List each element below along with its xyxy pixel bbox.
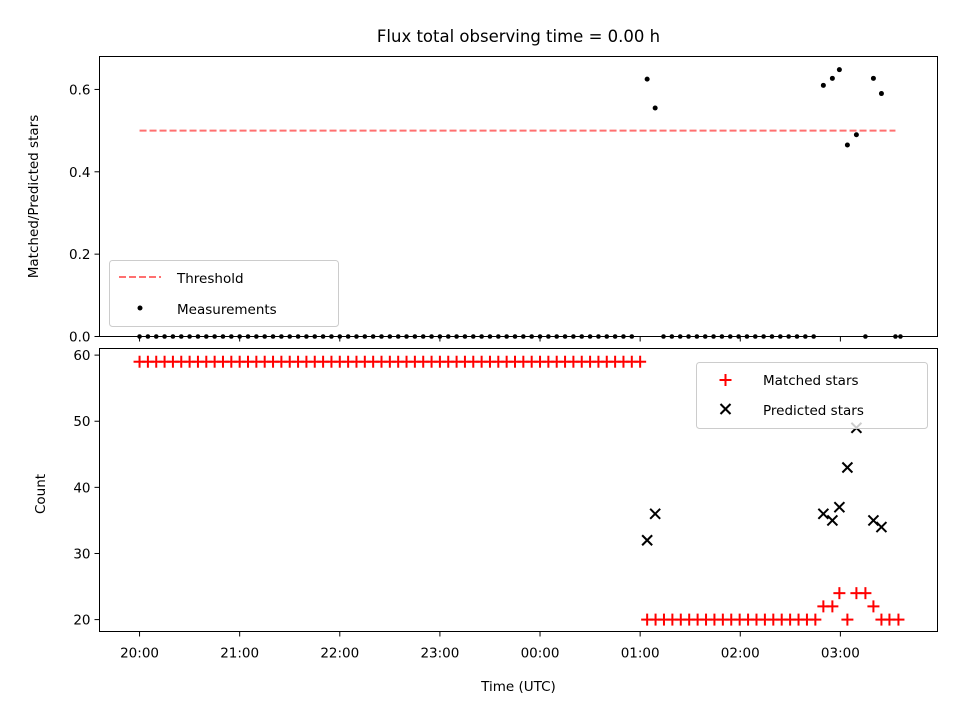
predicted-star-marker [875, 521, 888, 533]
bottom-marks [133, 355, 905, 626]
top-axes: 0.0 0.2 0.4 0.6 [69, 82, 841, 346]
legend-matched-label: Matched stars [763, 373, 859, 389]
x-tick-label: 21:00 [220, 646, 259, 662]
measurement-point [844, 142, 850, 148]
top-plot-frame [99, 56, 938, 337]
top-legend-box [109, 260, 339, 327]
x-tick-label: 23:00 [420, 646, 459, 662]
matched-star-marker [859, 587, 872, 600]
predicted-star-marker [817, 508, 830, 520]
top-y-tick-label: 0.4 [69, 165, 90, 181]
bottom-y-tick-label: 40 [73, 480, 90, 496]
measurement-point [878, 91, 884, 97]
x-tick-label: 01:00 [621, 646, 660, 662]
measurement-point [870, 75, 876, 81]
matched-star-marker [841, 613, 854, 626]
top-y-axis-label: Matched/Predicted stars [26, 115, 42, 278]
x-tick-label: 20:00 [120, 646, 159, 662]
bottom-panel: 20 30 40 50 60 20:00 21:00 22:00 23:00 00:00 01:00… [33, 348, 938, 695]
predicted-star-marker [841, 461, 854, 474]
top-panel: 0.0 0.2 0.4 0.6 Flux total observing time =… [26, 27, 938, 346]
x-tick-label: 02:00 [721, 646, 760, 662]
measurement-point [652, 105, 658, 111]
predicted-star-marker [641, 534, 653, 546]
predicted-star-marker [649, 508, 661, 520]
legend-predicted-swatch [719, 403, 732, 415]
x-tick-label: 03:00 [821, 646, 860, 662]
measurement-point [836, 67, 842, 73]
legend-measurements-swatch [137, 305, 143, 311]
measurement-point [644, 76, 650, 82]
matched-star-marker [809, 613, 822, 626]
top-marks [137, 67, 903, 339]
measurement-point [853, 132, 859, 138]
x-tick-label: 00:00 [521, 646, 560, 662]
matched-star-marker [833, 587, 846, 600]
bottom-legend-box [696, 362, 928, 429]
legend-threshold-label: Threshold [176, 271, 244, 287]
bottom-axes: 20 30 40 50 60 20:00 21:00 22:00 23:00 00:00 01:00… [73, 348, 860, 661]
measurement-point [829, 75, 835, 81]
legend-measurements-label: Measurements [177, 302, 277, 318]
predicted-star-marker [833, 501, 846, 513]
bottom-y-axis-label: Count [33, 474, 49, 514]
predicted-star-marker [826, 514, 839, 527]
chart-title: Flux total observing time = 0.00 h [377, 27, 660, 46]
top-y-tick-label: 0.2 [69, 247, 90, 263]
matched-star-marker [867, 600, 880, 613]
measurement-point [820, 82, 826, 88]
matched-star-marker [826, 600, 839, 613]
legend-predicted-label: Predicted stars [763, 403, 864, 419]
bottom-y-tick-label: 30 [73, 546, 90, 562]
bottom-legend: Matched stars Predicted stars [696, 362, 928, 429]
x-axis-label: Time (UTC) [480, 679, 556, 695]
top-legend: Threshold Measurements [109, 260, 339, 327]
top-y-tick-label: 0.0 [69, 330, 90, 346]
legend-matched-swatch [719, 374, 732, 386]
x-tick-label: 22:00 [320, 646, 359, 662]
matched-star-marker [634, 355, 647, 368]
bottom-plot-frame [99, 348, 938, 632]
top-y-tick-label: 0.6 [69, 82, 90, 98]
bottom-y-tick-label: 50 [73, 414, 90, 430]
bottom-y-tick-label: 20 [73, 613, 90, 629]
bottom-y-tick-label: 60 [73, 348, 90, 364]
matched-star-marker [892, 613, 905, 626]
